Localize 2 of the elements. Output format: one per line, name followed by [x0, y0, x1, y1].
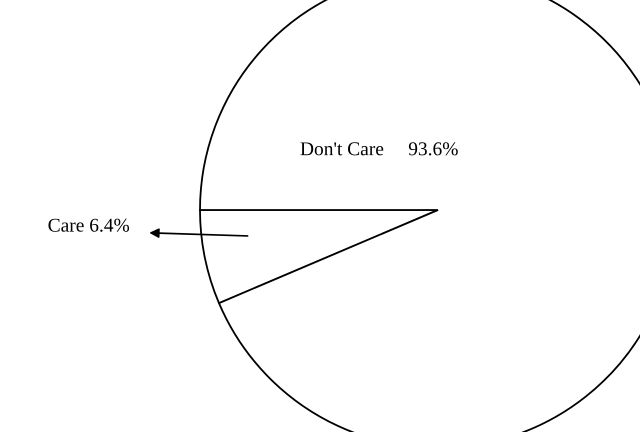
slice-label: Don't Care 93.6%	[300, 142, 458, 156]
legend-label: Care 6.4%	[48, 218, 130, 232]
